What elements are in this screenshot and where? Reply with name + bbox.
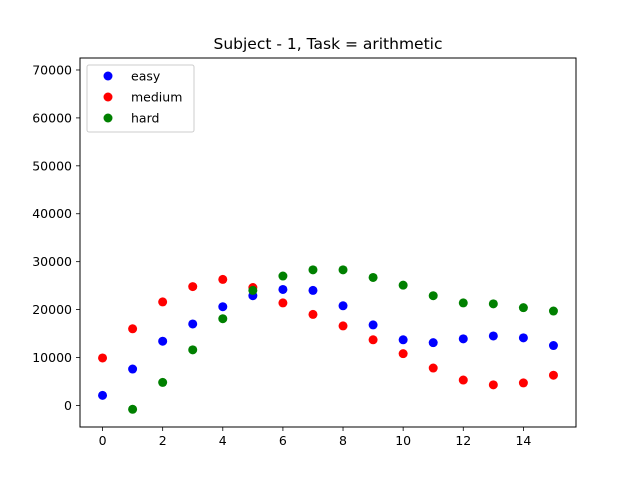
point-medium [98, 353, 108, 363]
legend-marker-easy [103, 71, 113, 81]
point-hard [548, 306, 558, 316]
x-tick-label: 2 [159, 433, 167, 448]
point-hard [398, 280, 408, 290]
point-hard [518, 303, 528, 313]
point-medium [518, 378, 528, 388]
point-easy [338, 301, 348, 311]
point-hard [368, 272, 378, 282]
point-medium [278, 298, 288, 308]
legend-box [86, 64, 195, 133]
point-easy [308, 285, 318, 295]
y-tick-label: 40000 [32, 206, 72, 221]
point-hard [428, 291, 438, 301]
point-medium [548, 370, 558, 380]
point-easy [98, 390, 108, 400]
legend: easy medium hard [86, 64, 195, 133]
plot-area: 0 2 4 6 8 10 12 14 0 10000 20000 30000 40000 50000 600… [32, 57, 577, 448]
point-hard [458, 298, 468, 308]
point-hard [338, 265, 348, 275]
point-easy [128, 364, 138, 374]
x-tick-label: 12 [455, 433, 471, 448]
x-tick-label: 8 [339, 433, 347, 448]
y-tick-label: 10000 [32, 350, 72, 365]
point-easy [398, 335, 408, 345]
y-tick-label: 60000 [32, 110, 72, 125]
point-easy [158, 336, 168, 346]
point-hard [158, 377, 168, 387]
point-easy [518, 333, 528, 343]
legend-marker-medium [103, 92, 113, 102]
point-medium [428, 363, 438, 373]
y-tick-label: 20000 [32, 302, 72, 317]
axes-frame [79, 57, 577, 428]
point-hard [308, 265, 318, 275]
legend-label-medium: medium [131, 90, 182, 105]
y-tick-label: 50000 [32, 158, 72, 173]
legend-label-easy: easy [131, 69, 161, 84]
point-easy [188, 319, 198, 329]
point-easy [488, 331, 498, 341]
y-tick-label: 0 [64, 398, 72, 413]
legend-label-hard: hard [131, 111, 159, 126]
x-tick-label: 14 [515, 433, 531, 448]
point-medium [398, 349, 408, 359]
point-medium [368, 335, 378, 345]
point-hard [188, 345, 198, 355]
point-easy [428, 338, 438, 348]
point-hard [488, 299, 498, 309]
point-hard [248, 285, 258, 295]
x-tick-label: 6 [279, 433, 287, 448]
point-easy [458, 334, 468, 344]
legend-marker-hard [103, 113, 113, 123]
point-medium [128, 324, 138, 334]
x-tick-label: 0 [99, 433, 107, 448]
point-medium [218, 274, 228, 284]
point-easy [218, 302, 228, 312]
point-hard [128, 404, 138, 414]
point-easy [368, 320, 378, 330]
point-medium [458, 375, 468, 385]
point-easy [548, 341, 558, 351]
point-hard [218, 314, 228, 324]
point-hard [278, 271, 288, 281]
data-points [98, 265, 558, 414]
x-tick-label: 4 [219, 433, 227, 448]
point-medium [308, 309, 318, 319]
axis-ticks: 0 2 4 6 8 10 12 14 0 10000 20000 30000 40000 50000 600… [32, 62, 531, 448]
point-medium [338, 321, 348, 331]
y-tick-label: 30000 [32, 254, 72, 269]
point-medium [188, 282, 198, 292]
point-easy [278, 284, 288, 294]
point-medium [488, 380, 498, 390]
y-tick-label: 70000 [32, 62, 72, 77]
x-tick-label: 10 [395, 433, 411, 448]
point-medium [158, 297, 168, 307]
chart-title: Subject - 1, Task = arithmetic [213, 35, 442, 53]
